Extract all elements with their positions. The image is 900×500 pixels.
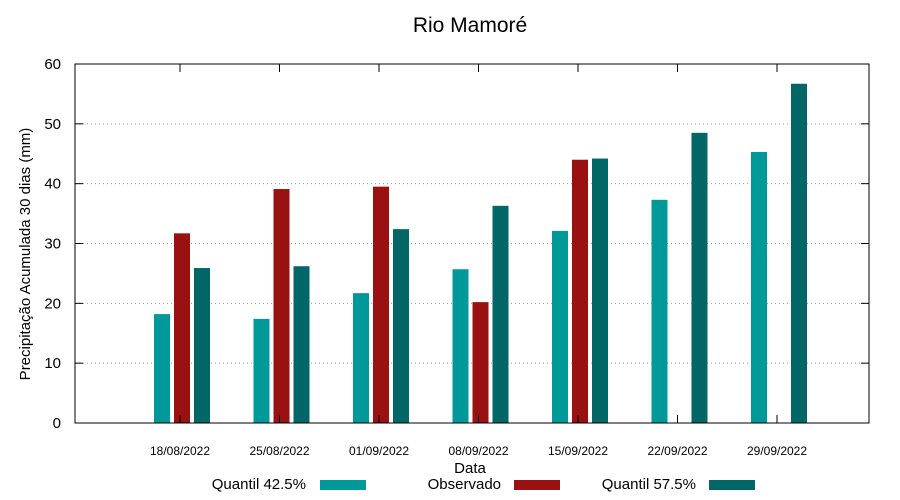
bar-observado-3 bbox=[472, 302, 489, 423]
legend: Quantil 42.5% Observado Quantil 57.5% bbox=[212, 476, 755, 493]
x-tick-label: 22/09/2022 bbox=[647, 444, 707, 458]
legend-swatch bbox=[514, 480, 560, 490]
legend-label: Quantil 42.5% bbox=[212, 476, 306, 493]
bar-observado-1 bbox=[273, 189, 290, 423]
y-tick-label: 10 bbox=[44, 355, 61, 372]
bar-observado-2 bbox=[373, 186, 389, 423]
bar-quantil-57-5--1 bbox=[293, 266, 310, 423]
bars bbox=[154, 83, 807, 424]
y-tick-label: 50 bbox=[44, 116, 61, 133]
bar-quantil-42-5--2 bbox=[353, 293, 369, 423]
x-tick-label: 29/09/2022 bbox=[747, 444, 807, 458]
x-tick-label: 25/08/2022 bbox=[249, 444, 309, 458]
bar-quantil-57-5--2 bbox=[393, 229, 409, 423]
bar-quantil-42-5--3 bbox=[452, 269, 469, 423]
bar-quantil-42-5--4 bbox=[552, 230, 568, 423]
bar-quantil-57-5--0 bbox=[194, 268, 210, 423]
x-ticks: 18/08/2022 25/08/2022 01/09/2022 08/09/2022… bbox=[150, 64, 807, 458]
x-tick-label: 01/09/2022 bbox=[349, 444, 409, 458]
y-tick-label: 60 bbox=[44, 56, 61, 73]
y-tick-label: 0 bbox=[53, 415, 61, 432]
x-tick-label: 08/09/2022 bbox=[448, 444, 508, 458]
bar-quantil-42-5--5 bbox=[651, 199, 668, 423]
bar-observado-0 bbox=[174, 233, 190, 423]
y-tick-label: 20 bbox=[44, 295, 61, 312]
bar-quantil-57-5--4 bbox=[592, 158, 608, 423]
bar-quantil-42-5--6 bbox=[751, 151, 767, 423]
y-tick-label: 30 bbox=[44, 236, 61, 253]
legend-swatch bbox=[320, 480, 366, 490]
x-axis-label: Data bbox=[454, 460, 486, 477]
bar-quantil-57-5--6 bbox=[791, 83, 807, 424]
bar-quantil-57-5--5 bbox=[691, 132, 708, 423]
bar-quantil-57-5--3 bbox=[492, 205, 509, 423]
legend-swatch bbox=[709, 480, 755, 490]
bar-quantil-42-5--1 bbox=[253, 318, 270, 423]
bar-quantil-42-5--0 bbox=[154, 314, 170, 423]
chart-title: Rio Mamoré bbox=[413, 14, 527, 37]
y-axis-label: Precipitação Acumulada 30 dias (mm) bbox=[17, 128, 34, 381]
x-tick-label: 18/08/2022 bbox=[150, 444, 210, 458]
x-tick-label: 15/09/2022 bbox=[548, 444, 608, 458]
y-ticks: 0 10 20 30 40 50 60 bbox=[44, 56, 869, 432]
y-tick-label: 40 bbox=[44, 176, 61, 193]
legend-label: Observado bbox=[428, 476, 501, 493]
legend-label: Quantil 57.5% bbox=[602, 476, 696, 493]
bar-observado-4 bbox=[572, 159, 588, 423]
